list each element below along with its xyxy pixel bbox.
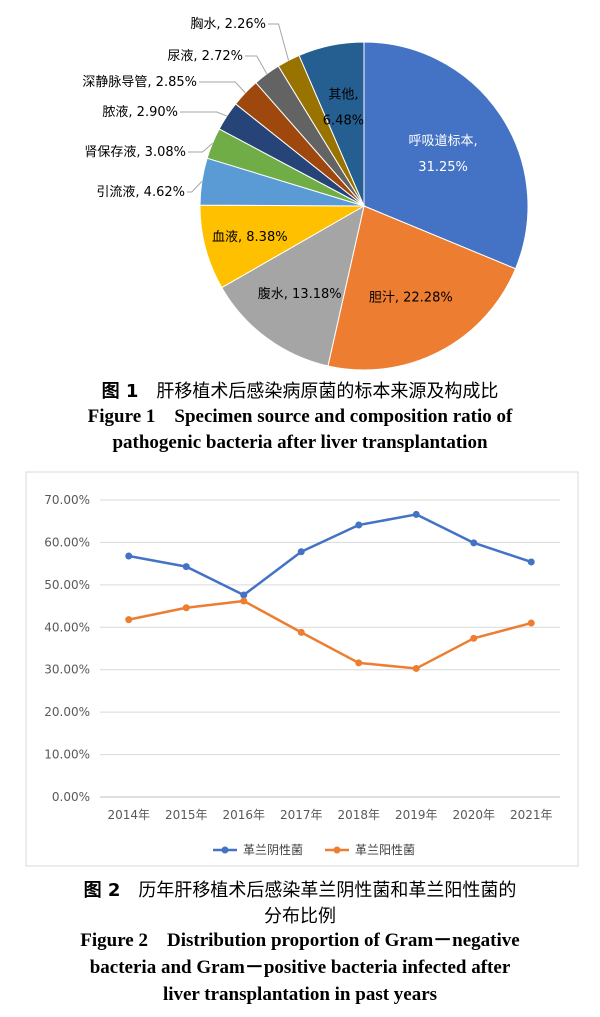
pie-leader-line-pleural — [268, 23, 290, 61]
pie-label-other: 其他, — [328, 87, 358, 102]
pie-label-pleural: 胸水, 2.26% — [190, 17, 266, 32]
series-point-gram-positive — [240, 597, 248, 605]
figure-1-caption-en-line1: Figure 1 Specimen source and composition… — [87, 406, 513, 427]
series-point-gram-negative — [240, 591, 248, 599]
series-point-gram-positive — [527, 619, 535, 627]
series-point-gram-positive — [182, 604, 190, 612]
figure-1-caption-en-line2: pathogenic bacteria after liver transpla… — [112, 432, 488, 453]
series-point-gram-positive — [297, 628, 305, 636]
pie-slice-other — [298, 41, 365, 207]
pie-leader-line-urine — [245, 55, 268, 75]
figure-2-caption-zh-line1: 图 2 历年肝移植术后感染革兰阴性菌和革兰阳性菌的 — [0, 876, 600, 902]
x-tick-label: 2021年 — [510, 808, 553, 822]
pie-label-kidney-preservation: 肾保存液, 3.08% — [84, 145, 186, 160]
x-tick-label: 2017年 — [280, 808, 323, 822]
line-chart: 0.00% 10.00% 20.00% 30.00% 40.00% 50.00% 60.00… — [25, 471, 579, 867]
y-tick-label: 20.00% — [44, 705, 90, 719]
series-point-gram-positive — [412, 664, 420, 672]
pie-label-urine: 尿液, 2.72% — [167, 49, 243, 64]
series-point-gram-positive — [125, 616, 133, 624]
pie-leader-line-deep-vein-catheter — [199, 81, 246, 94]
y-tick-label: 50.00% — [44, 578, 90, 592]
figure-1-caption-zh: 图 1 肝移植术后感染病原菌的标本来源及构成比 — [0, 377, 600, 403]
series-line-gram-negative — [128, 513, 532, 597]
x-tick-label: 2019年 — [395, 808, 438, 822]
legend-label-gram-positive: 革兰阳性菌 — [355, 843, 415, 857]
pie-slice-blood — [199, 204, 366, 289]
x-tick-label: 2015年 — [165, 808, 208, 822]
pie-label-blood: 血液, 8.38% — [212, 230, 288, 245]
legend-marker-gram-positive — [333, 846, 341, 854]
y-tick-label: 10.00% — [44, 748, 90, 762]
y-tick-label: 40.00% — [44, 620, 90, 634]
pie-label-bile: 胆汁, 22.28% — [369, 290, 453, 305]
x-tick-label: 2016年 — [222, 808, 265, 822]
figure-2-title-zh-1: 历年肝移植术后感染革兰阴性菌和革兰阳性菌的 — [138, 880, 517, 901]
y-tick-label: 60.00% — [44, 535, 90, 549]
x-tick-label: 2018年 — [337, 808, 380, 822]
pie-leader-line-kidney-preservation — [188, 142, 213, 153]
figure-2-caption-zh-line2: 分布比例 — [264, 906, 336, 927]
pie-slice-respiratory — [363, 41, 529, 270]
series-point-gram-negative — [412, 510, 420, 518]
legend-marker-gram-negative — [221, 846, 229, 854]
y-tick-label: 30.00% — [44, 663, 90, 677]
series-point-gram-negative — [125, 552, 133, 560]
y-tick-label: 70.00% — [44, 493, 90, 507]
pie-slice-ascites — [221, 205, 365, 367]
series-point-gram-negative — [297, 548, 305, 556]
pie-label-other: 6.48% — [323, 113, 364, 128]
pie-label-ascites: 腹水, 13.18% — [258, 286, 342, 302]
series-point-gram-negative — [182, 563, 190, 571]
pie-label-deep-vein-catheter: 深静脉导管, 2.85% — [82, 75, 197, 90]
series-point-gram-negative — [470, 539, 478, 547]
x-tick-label: 2014年 — [107, 808, 150, 822]
series-point-gram-positive — [470, 634, 478, 642]
pie-label-pus: 脓液, 2.90% — [102, 104, 178, 120]
pie-label-respiratory: 31.25% — [418, 160, 468, 175]
series-point-gram-positive — [355, 659, 363, 667]
figure-2-caption-en-line1: Figure 2 Distribution proportion of Gram… — [80, 930, 520, 951]
x-tick-label: 2020年 — [452, 808, 495, 822]
pie-chart: 呼吸道标本, 31.25% 胆汁, 22.28% 腹水, 13.18% 血液, 8.38… — [82, 17, 529, 371]
pie-label-respiratory: 呼吸道标本, — [409, 134, 478, 149]
legend-label-gram-negative: 革兰阴性菌 — [243, 843, 303, 857]
pie-leader-line-pus — [180, 111, 228, 117]
series-line-gram-positive — [128, 599, 532, 670]
figure-2-caption-en-line2: bacteria and Gram－positive bacteria infe… — [89, 957, 511, 978]
y-tick-label: 0.00% — [52, 790, 90, 804]
series-point-gram-negative — [527, 558, 535, 566]
series-point-gram-negative — [355, 521, 363, 529]
pie-label-drainage: 引流液, 4.62% — [96, 185, 185, 200]
line-chart-frame — [25, 471, 579, 867]
figure-1-title-zh: 肝移植术后感染病原菌的标本来源及构成比 — [156, 381, 499, 402]
pie-slice-bile — [327, 205, 517, 371]
figure-2-caption-en-line3: liver transplantation in past years — [162, 984, 438, 1005]
figure-2-number: 图 2 — [83, 880, 121, 901]
pie-leader-line-drainage — [187, 181, 203, 193]
figure-1-number: 图 1 — [101, 381, 139, 402]
